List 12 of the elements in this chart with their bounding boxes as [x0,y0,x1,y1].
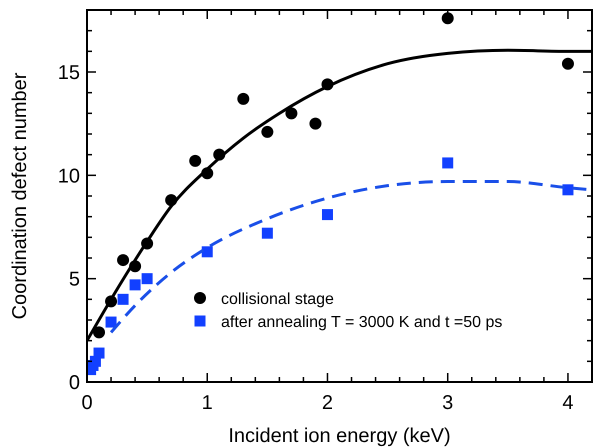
x-tick-label: 2 [322,392,334,414]
y-tick-label: 5 [68,268,80,291]
y-tick-label: 10 [58,165,80,188]
y-tick-label: 15 [58,62,80,84]
y-tick-label: 0 [68,372,80,394]
y-axis-title: Coordination defect number [9,72,31,320]
legend-label: collisional stage [221,291,334,308]
x-tick-label: 1 [202,392,213,414]
legend-label: after annealing T = 3000 K and t =50 ps [221,314,502,331]
x-tick-label: 3 [442,392,454,414]
x-axis-title: Incident ion energy (keV) [228,425,451,447]
x-tick-label: 4 [562,392,574,414]
